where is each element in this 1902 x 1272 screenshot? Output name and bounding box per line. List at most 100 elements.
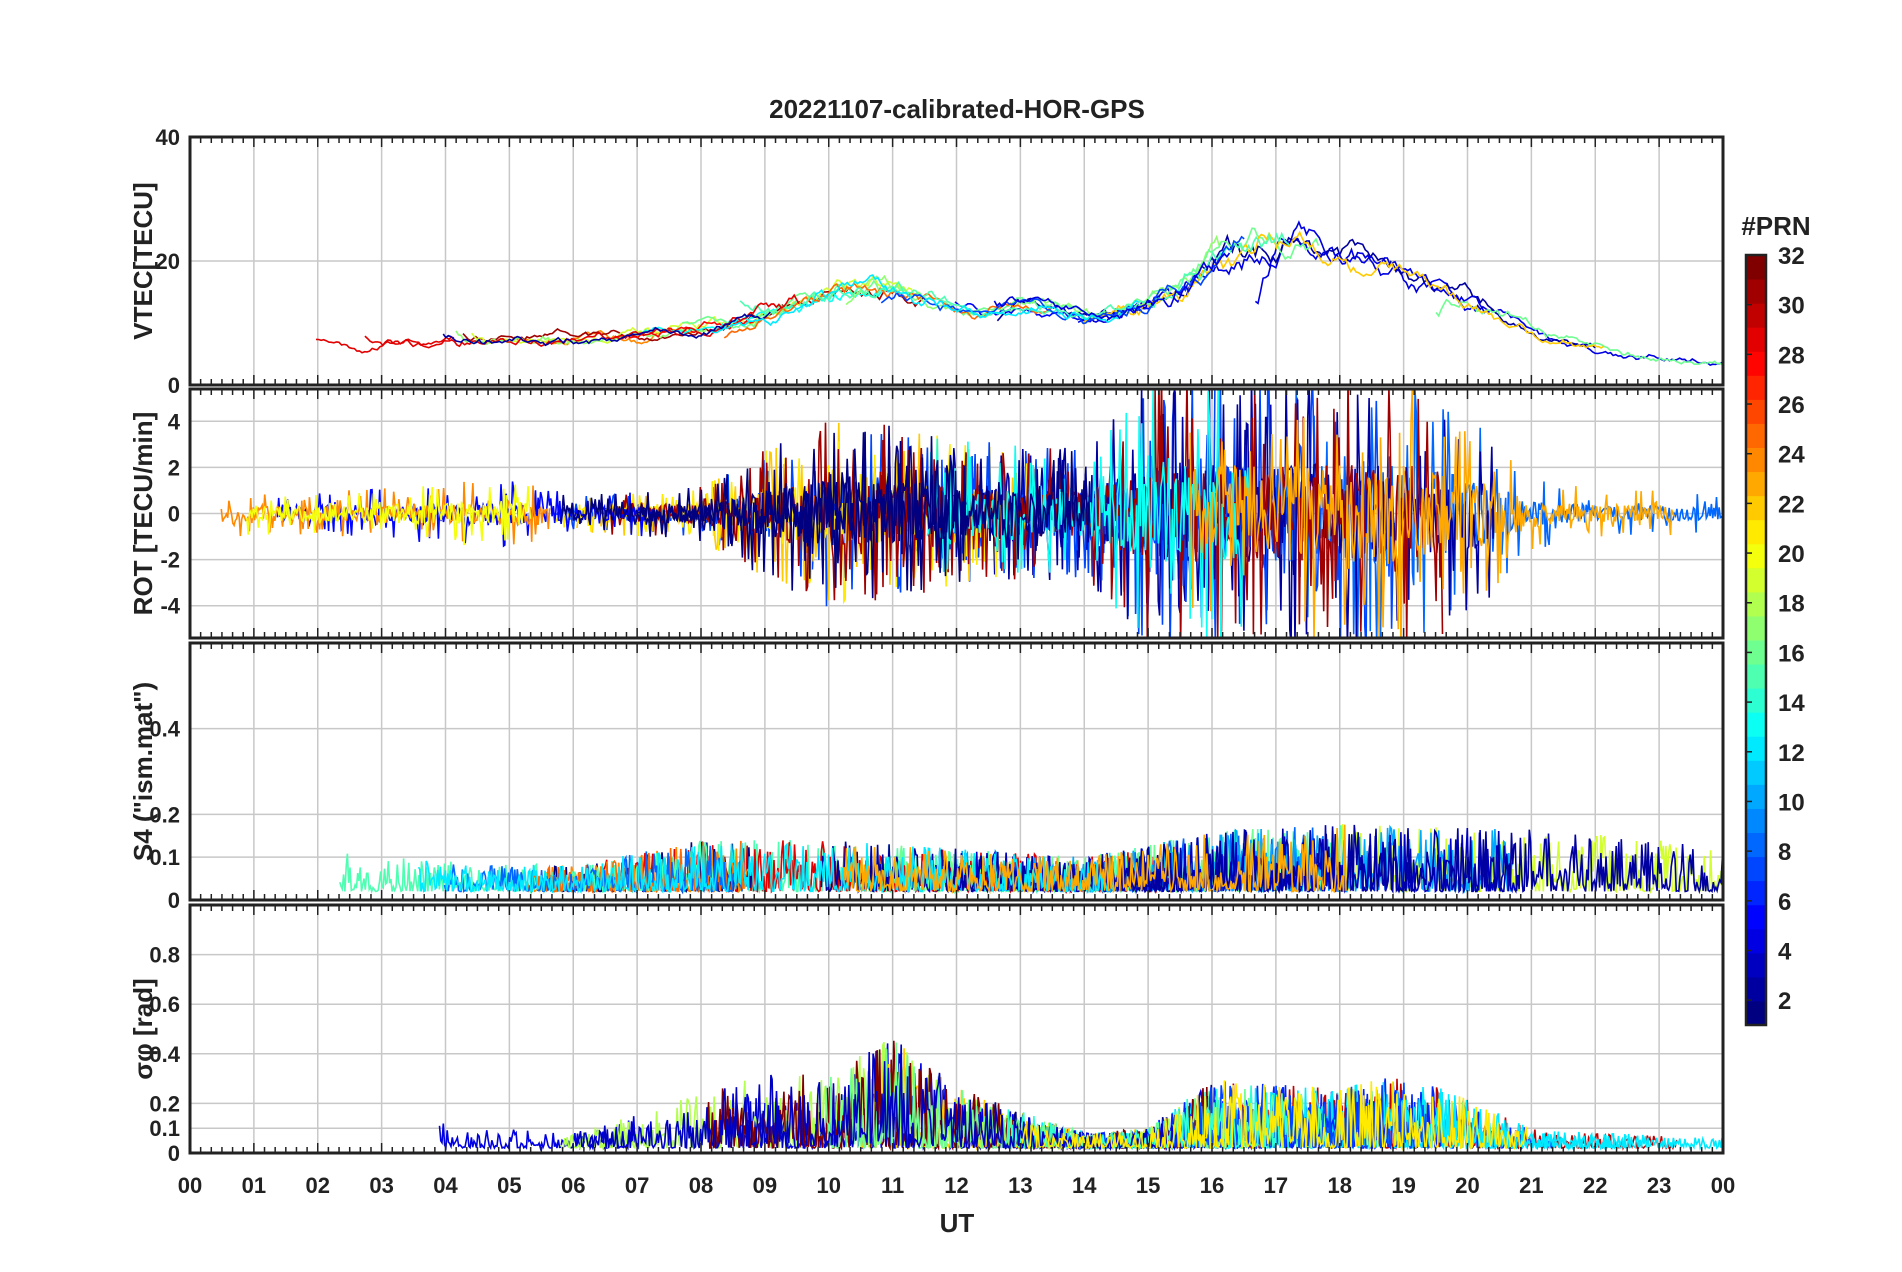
y-tick-label: 0: [168, 373, 180, 398]
x-tick-label: 07: [625, 1173, 649, 1198]
x-tick-label: 08: [689, 1173, 713, 1198]
series-line: [443, 845, 743, 894]
colorbar-segment: [1746, 880, 1766, 906]
y-axis-label: ROT [TECU/min]: [128, 412, 158, 616]
series-line: [635, 431, 967, 599]
colorbar-tick-label: 10: [1778, 789, 1805, 816]
colorbar-segment: [1746, 447, 1766, 473]
series-line: [1081, 230, 1605, 349]
y-tick-label: 0.2: [149, 802, 180, 827]
chart-title: 20221107-calibrated-HOR-GPS: [769, 94, 1145, 124]
panel-vtec: 0 20 40 VTEC[TECU]: [128, 125, 1725, 398]
x-tick-label: 18: [1328, 1173, 1352, 1198]
colorbar-segment: [1746, 327, 1766, 352]
series-line: [574, 1044, 1175, 1152]
colorbar-tick-label: 6: [1778, 889, 1791, 916]
panel-s4: 0 0.1 0.2 0.4S4 ("ism.mat"): [128, 641, 1725, 913]
colorbar-segment: [1746, 519, 1766, 545]
colorbar-label: #PRN: [1741, 211, 1810, 241]
colorbar-segment: [1746, 375, 1766, 400]
colorbar-tick-label: 18: [1778, 591, 1805, 618]
colorbar-segment: [1746, 808, 1766, 833]
series-line: [558, 425, 1091, 579]
series-line: [471, 275, 923, 345]
colorbar-tick-label: 14: [1778, 690, 1805, 717]
colorbar-segment: [1746, 856, 1766, 882]
colorbar-segment: [1746, 567, 1766, 593]
y-tick-label: 0: [168, 1141, 180, 1166]
panel-sigma_phi: 00.10.2 0.4 0.6 0.8 σφ [rad]: [128, 903, 1725, 1166]
x-tick-label: 16: [1200, 1173, 1224, 1198]
colorbar-tick-label: 8: [1778, 839, 1791, 866]
series-line: [843, 824, 1347, 895]
colorbar-segment: [1746, 688, 1766, 713]
colorbar-tick-label: 26: [1778, 392, 1805, 419]
colorbar-segment: [1746, 928, 1766, 954]
y-tick-label: 0.4: [149, 717, 180, 742]
colorbar-segment: [1746, 423, 1766, 448]
y-tick-label: 2: [168, 455, 180, 480]
x-tick-label: 02: [306, 1173, 330, 1198]
series-line: [246, 484, 532, 546]
series-line: [417, 842, 1115, 895]
y-axis-label: S4 ("ism.mat"): [128, 682, 158, 861]
colorbar-segment: [1746, 615, 1766, 641]
x-axis-label: UT: [940, 1208, 975, 1238]
series-line: [739, 231, 1290, 320]
x-tick-label: 20: [1455, 1173, 1479, 1198]
colorbar-tick-label: 24: [1778, 442, 1805, 469]
series-line: [442, 311, 771, 347]
traces-s4: [339, 824, 1723, 895]
x-tick-label: 09: [753, 1173, 777, 1198]
colorbar-tick-label: 20: [1778, 541, 1805, 568]
y-tick-label: 0: [168, 502, 180, 527]
x-tick-label: 11: [881, 1173, 904, 1198]
colorbar-segment: [1746, 784, 1766, 809]
colorbar-segment: [1746, 543, 1766, 569]
x-tick-label: 23: [1647, 1173, 1671, 1198]
x-tick-label: 00: [1711, 1173, 1735, 1198]
y-tick-label: -4: [160, 594, 180, 619]
series-line: [438, 1116, 636, 1152]
y-tick-label: -2: [160, 548, 180, 573]
colorbar-tick-label: 28: [1778, 342, 1805, 369]
x-tick-label: 06: [561, 1173, 585, 1198]
colorbar-frame: [1744, 253, 1768, 1027]
series-line: [1131, 824, 1723, 895]
colorbar-segment: [1746, 976, 1766, 1002]
colorbar-segment: [1746, 279, 1766, 304]
series-line: [1189, 389, 1676, 638]
colorbar-segment: [1746, 832, 1766, 858]
x-tick-label: 22: [1583, 1173, 1607, 1198]
x-tick-label: 05: [497, 1173, 521, 1198]
colorbar-tick-label: 30: [1778, 293, 1805, 320]
traces-sigma_phi: [438, 1040, 1723, 1152]
x-tick-labels: 00 01 02 03 04 05 06 07 08 09 10 11 12 13 14 15 16 17 18 19…: [178, 1173, 1735, 1198]
colorbar-segment: [1746, 640, 1766, 665]
series-line: [1020, 1080, 1529, 1152]
x-tick-label: 10: [817, 1173, 841, 1198]
y-tick-label: 0.6: [149, 992, 180, 1017]
y-tick-label: 20: [156, 249, 180, 274]
panel-rot: -4 -2 0 2 4 ROT [TECU/min]: [128, 387, 1725, 640]
x-tick-label: 03: [369, 1173, 393, 1198]
x-tick-label: 01: [242, 1173, 266, 1198]
x-tick-label: 14: [1072, 1173, 1097, 1198]
colorbar-segment: [1746, 664, 1766, 689]
y-axis-label: σφ [rad]: [128, 978, 158, 1079]
series-line: [820, 841, 1175, 895]
colorbar-tick-label: 32: [1778, 243, 1805, 270]
x-tick-label: 15: [1136, 1173, 1160, 1198]
x-tick-label: 21: [1519, 1173, 1543, 1198]
colorbar-tick-label: 16: [1778, 640, 1805, 667]
colorbar-segment: [1746, 1000, 1766, 1026]
y-tick-label: 0.8: [149, 943, 180, 968]
colorbar-segment: [1746, 760, 1766, 785]
colorbar-tick-label: 2: [1778, 988, 1791, 1015]
traces-rot: [220, 389, 1723, 638]
colorbar-segment: [1746, 255, 1766, 280]
x-tick-label: 19: [1391, 1173, 1415, 1198]
